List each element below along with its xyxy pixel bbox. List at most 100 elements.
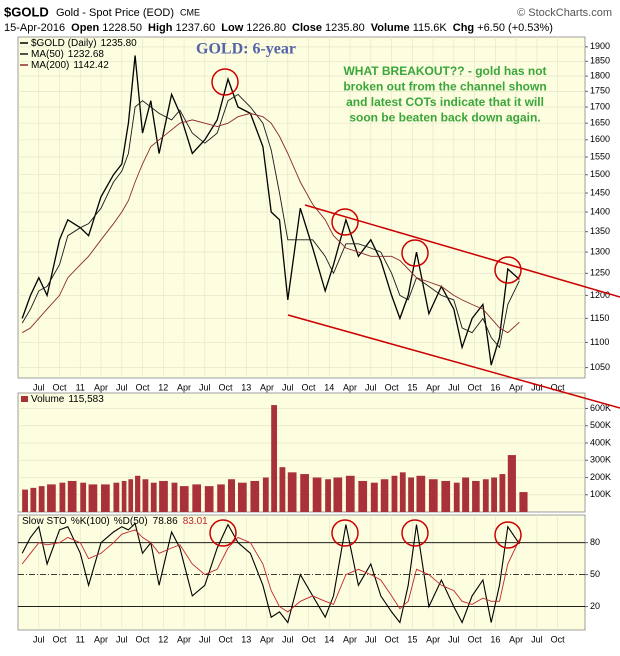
x-tick-label: Jul bbox=[365, 382, 377, 392]
legend-value: 1235.80 bbox=[101, 38, 138, 49]
y-tick-label: 50 bbox=[590, 569, 600, 579]
x-tick-label: Apr bbox=[509, 382, 523, 392]
y-tick-label: 400K bbox=[590, 437, 611, 447]
x-tick-label: Oct bbox=[302, 382, 317, 392]
panel-background bbox=[17, 36, 586, 379]
volume-bar bbox=[462, 477, 470, 512]
legend-value: 115,583 bbox=[68, 394, 104, 405]
volume-bar bbox=[312, 477, 322, 512]
x-tick-label: Oct bbox=[53, 634, 68, 644]
volume-bar bbox=[300, 474, 309, 512]
x-tick-label: Jul bbox=[116, 382, 128, 392]
symbol: $GOLD bbox=[4, 4, 49, 19]
annotation-line: and latest COTs indicate that it will bbox=[346, 95, 544, 109]
y-tick-label: 1900 bbox=[590, 41, 610, 51]
y-tick-label: 1300 bbox=[590, 246, 610, 256]
quote-label: Volume bbox=[371, 22, 410, 34]
x-tick-label: 15 bbox=[407, 634, 417, 644]
volume-bar bbox=[150, 482, 157, 512]
x-tick-label: 14 bbox=[324, 382, 334, 392]
highlight-circle bbox=[401, 519, 429, 547]
x-tick-label: Oct bbox=[302, 634, 317, 644]
series-line bbox=[21, 112, 520, 334]
volume-bar bbox=[80, 482, 87, 512]
x-tick-label: Jul bbox=[531, 382, 543, 392]
annotation-line: broken out from the channel shown bbox=[343, 80, 546, 94]
x-tick-label: Jul bbox=[33, 634, 45, 644]
x-tick-label: Jul bbox=[448, 634, 460, 644]
annotation-text: WHAT BREAKOUT?? - gold has not broken out… bbox=[343, 64, 546, 125]
annotations bbox=[209, 68, 620, 549]
x-tick-label: Jul bbox=[448, 382, 460, 392]
x-tick-label: Oct bbox=[385, 382, 400, 392]
series-line bbox=[21, 93, 520, 349]
y-tick-label: 1450 bbox=[590, 187, 610, 197]
y-tick-label: 1250 bbox=[590, 268, 610, 278]
quote-date: 15-Apr-2016 bbox=[4, 22, 65, 34]
quote-value: +6.50 (+0.53%) bbox=[477, 22, 553, 34]
volume-bar bbox=[416, 475, 426, 512]
quote-line: 15-Apr-2016 Open 1228.50 High 1237.60 Low 1226… bbox=[4, 22, 553, 34]
x-tick-label: Apr bbox=[426, 382, 440, 392]
x-tick-label: Oct bbox=[468, 634, 483, 644]
volume-bar bbox=[228, 479, 236, 512]
volume-bar bbox=[101, 484, 110, 512]
legend-name: %K(100) bbox=[71, 516, 110, 527]
volume-bar bbox=[22, 489, 28, 512]
quote-value: 1226.80 bbox=[246, 22, 286, 34]
volume-bar bbox=[391, 475, 398, 512]
x-tick-label: Apr bbox=[94, 382, 108, 392]
volume-bar bbox=[519, 492, 528, 512]
annotation-line: WHAT BREAKOUT?? - gold has not bbox=[343, 64, 546, 78]
volume-bar bbox=[499, 474, 506, 512]
x-tick-label: Oct bbox=[551, 382, 566, 392]
volume-bar bbox=[113, 482, 120, 512]
y-tick-label: 100K bbox=[590, 489, 611, 499]
volume-bar bbox=[30, 487, 37, 512]
x-tick-label: 15 bbox=[407, 382, 417, 392]
x-tick-label: Jul bbox=[116, 634, 128, 644]
x-tick-label: 13 bbox=[241, 634, 251, 644]
legend-value: 83.01 bbox=[183, 516, 208, 527]
volume-bar bbox=[59, 482, 66, 512]
volume-bar bbox=[428, 479, 438, 512]
highlight-circle bbox=[401, 239, 429, 267]
highlight-circle bbox=[331, 208, 359, 236]
volume-bar bbox=[192, 484, 202, 512]
channel-lower bbox=[287, 314, 620, 409]
x-tick-label: Jul bbox=[199, 634, 211, 644]
x-tick-label: 11 bbox=[76, 382, 85, 392]
y-tick-label: 300K bbox=[590, 455, 611, 465]
x-tick-label: 12 bbox=[158, 634, 168, 644]
quote-label: Chg bbox=[453, 22, 474, 34]
y-tick-label: 1600 bbox=[590, 134, 610, 144]
series-line bbox=[21, 522, 520, 624]
legend-value: 1142.42 bbox=[73, 60, 109, 71]
legend-name: Volume bbox=[31, 394, 65, 405]
highlight-circle bbox=[494, 521, 522, 549]
instrument-name: Gold - Spot Price (EOD) bbox=[56, 7, 174, 19]
volume-bar bbox=[250, 480, 260, 512]
y-tick-label: 1850 bbox=[590, 56, 610, 66]
x-tick-label: Jul bbox=[282, 634, 294, 644]
y-tick-label: 1700 bbox=[590, 101, 610, 111]
x-tick-label: Apr bbox=[260, 382, 274, 392]
x-tick-label: Jul bbox=[33, 382, 45, 392]
legend: Slow STO %K(100) %D(50) 78.86 83.01 bbox=[22, 516, 208, 527]
volume-bar bbox=[491, 477, 498, 512]
chart-title: GOLD: 6-year bbox=[196, 41, 296, 58]
volume-bar bbox=[441, 480, 451, 512]
x-tick-label: 13 bbox=[241, 382, 251, 392]
volume-bar bbox=[135, 475, 141, 512]
volume-bar bbox=[507, 455, 516, 512]
volume-bar bbox=[271, 405, 278, 512]
x-tick-label: Oct bbox=[385, 634, 400, 644]
volume-bar bbox=[279, 467, 286, 512]
y-tick-label: 80 bbox=[590, 537, 600, 547]
x-tick-label: Apr bbox=[426, 634, 440, 644]
x-tick-label: Oct bbox=[468, 382, 483, 392]
quote-label: Close bbox=[292, 22, 322, 34]
panel-background bbox=[17, 514, 586, 631]
volume-bar bbox=[88, 484, 98, 512]
plot-layers: Jul Oct 11 Apr Jul Oct 12 Apr Jul Oct 13 Apr Jul Oct 1… bbox=[17, 36, 611, 644]
